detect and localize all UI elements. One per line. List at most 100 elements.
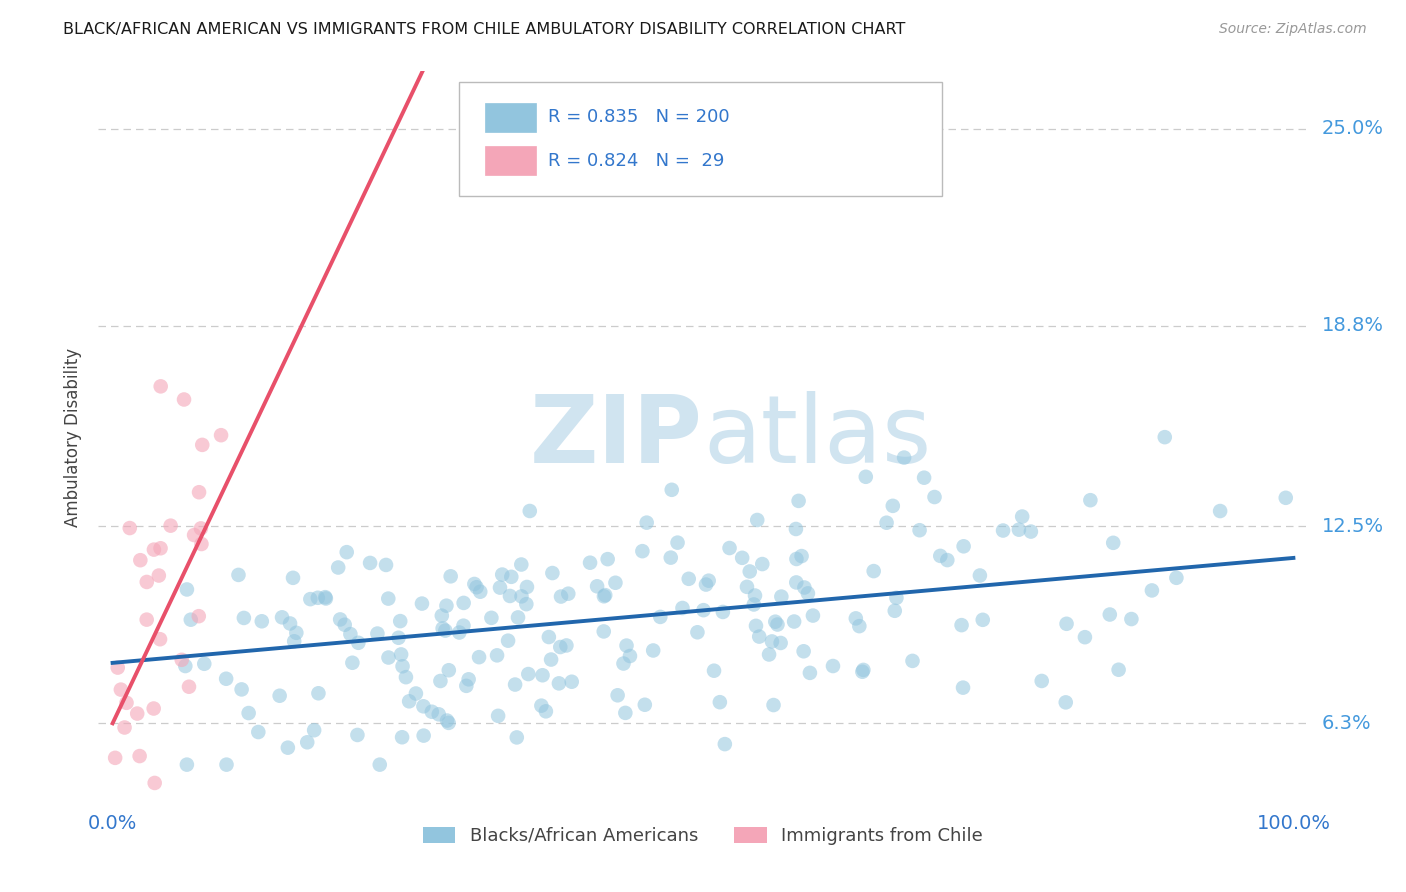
Point <box>193 657 215 671</box>
Point <box>190 537 212 551</box>
Point <box>1121 612 1143 626</box>
Point <box>440 569 463 583</box>
Point <box>586 579 609 593</box>
Point <box>453 618 475 632</box>
Point <box>711 605 734 619</box>
Point <box>851 665 873 679</box>
Point <box>557 587 579 601</box>
Point <box>516 580 538 594</box>
Point <box>238 706 260 720</box>
Point <box>391 730 413 744</box>
Point <box>952 681 974 695</box>
Point <box>342 656 364 670</box>
Point <box>515 597 537 611</box>
Point <box>770 590 793 604</box>
Text: ZIP: ZIP <box>530 391 703 483</box>
Text: 18.8%: 18.8% <box>1322 317 1384 335</box>
Point <box>437 715 460 730</box>
Point <box>453 596 475 610</box>
Point <box>180 613 202 627</box>
Point <box>821 659 844 673</box>
Point <box>142 701 165 715</box>
Point <box>228 568 250 582</box>
Point <box>1166 571 1188 585</box>
Point <box>697 574 720 588</box>
Point <box>783 615 806 629</box>
Point <box>555 639 578 653</box>
Point <box>747 513 769 527</box>
Point <box>411 597 433 611</box>
Point <box>127 706 149 721</box>
Point <box>541 566 564 580</box>
Point <box>969 568 991 582</box>
Point <box>1274 491 1296 505</box>
Point <box>561 674 583 689</box>
Point <box>886 591 908 605</box>
Point <box>333 617 356 632</box>
Point <box>231 682 253 697</box>
Point <box>748 630 770 644</box>
Point <box>481 611 503 625</box>
Point <box>389 614 412 628</box>
Point <box>714 737 737 751</box>
Point <box>148 568 170 582</box>
Point <box>972 613 994 627</box>
Point <box>761 634 783 648</box>
Point <box>173 392 195 407</box>
Point <box>191 438 214 452</box>
Point <box>496 633 519 648</box>
Text: 6.3%: 6.3% <box>1322 714 1371 733</box>
Text: 25.0%: 25.0% <box>1322 120 1384 138</box>
Point <box>427 707 450 722</box>
Point <box>695 577 717 591</box>
Point <box>678 572 700 586</box>
Point <box>247 725 270 739</box>
Point <box>531 668 554 682</box>
Text: atlas: atlas <box>703 391 931 483</box>
Point <box>666 535 689 549</box>
Point <box>486 709 509 723</box>
Point <box>174 659 197 673</box>
Point <box>377 650 399 665</box>
Point <box>159 518 181 533</box>
Point <box>893 450 915 465</box>
Point <box>190 521 212 535</box>
Point <box>149 379 172 393</box>
Point <box>377 591 399 606</box>
Point <box>339 627 361 641</box>
Point <box>763 615 786 629</box>
Point <box>929 549 952 563</box>
Point <box>465 580 488 594</box>
Point <box>883 604 905 618</box>
Point <box>534 704 557 718</box>
Text: BLACK/AFRICAN AMERICAN VS IMMIGRANTS FROM CHILE AMBULATORY DISABILITY CORRELATIO: BLACK/AFRICAN AMERICAN VS IMMIGRANTS FRO… <box>63 22 905 37</box>
Point <box>281 571 304 585</box>
Text: R = 0.835   N = 200: R = 0.835 N = 200 <box>548 109 730 127</box>
Point <box>845 611 868 625</box>
Point <box>636 516 658 530</box>
Point <box>232 611 254 625</box>
Point <box>631 544 654 558</box>
Point <box>420 705 443 719</box>
FancyBboxPatch shape <box>458 82 942 195</box>
Point <box>437 663 460 677</box>
Point <box>436 599 458 613</box>
Point <box>468 650 491 665</box>
Text: 12.5%: 12.5% <box>1322 516 1384 535</box>
Point <box>950 618 973 632</box>
Point <box>314 590 336 604</box>
Point <box>709 695 731 709</box>
Point <box>619 648 641 663</box>
Point <box>110 682 132 697</box>
Point <box>188 485 211 500</box>
Point <box>785 522 807 536</box>
Point <box>491 567 513 582</box>
Point <box>952 539 974 553</box>
Y-axis label: Ambulatory Disability: Ambulatory Disability <box>63 348 82 526</box>
Point <box>686 625 709 640</box>
Point <box>991 524 1014 538</box>
Point <box>612 657 634 671</box>
Point <box>499 589 522 603</box>
Point <box>1019 524 1042 539</box>
Point <box>671 601 693 615</box>
